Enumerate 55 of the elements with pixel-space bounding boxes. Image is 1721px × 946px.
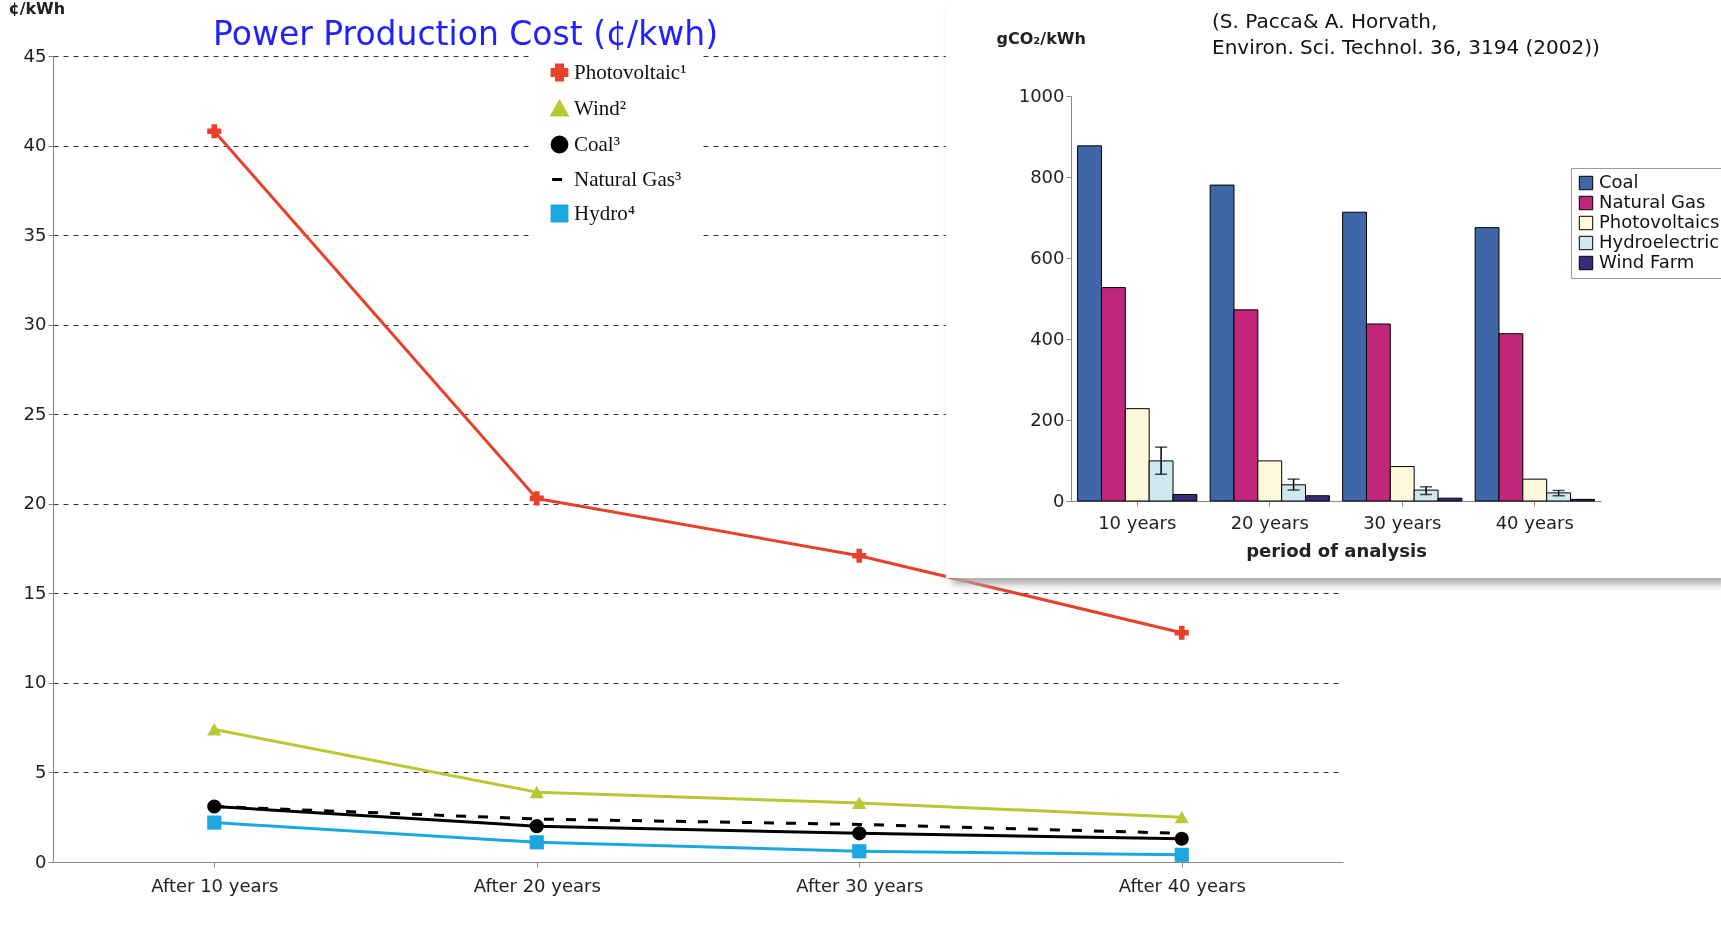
point (207, 799, 222, 814)
y-tick-label: 10 (23, 671, 47, 693)
point (529, 835, 544, 850)
y-tick-label: 0 (35, 850, 47, 872)
legend-label: Wind Farm (1599, 251, 1695, 272)
point (207, 815, 222, 830)
legend-label: Coal (1599, 171, 1639, 192)
point (1174, 811, 1189, 824)
point (529, 819, 544, 834)
point (1174, 847, 1189, 862)
point (207, 723, 222, 736)
legend-label: Hydroelectric (1599, 231, 1720, 252)
x-tick-label: After 30 years (796, 874, 924, 896)
y-tick-label: 400 (1030, 327, 1065, 349)
y-tick-label: 15 (23, 581, 47, 603)
x-tick-label: 10 years (1098, 511, 1177, 533)
point (852, 796, 867, 810)
annotation: (S. Pacca& A. Horvath, Environ. Sci. Technol. 36, 3194 (2002)) (1212, 8, 1600, 60)
x-tick-label: 40 years (1495, 511, 1574, 533)
y-tick-label: 30 (23, 313, 47, 335)
legend-label: Wind² (574, 95, 627, 120)
x-tick-label: After 10 years (151, 874, 279, 896)
point (529, 786, 544, 799)
y-tick-label: 200 (1030, 408, 1065, 430)
point (852, 826, 867, 841)
point (852, 548, 867, 563)
y-tick-label: 5 (35, 760, 47, 782)
legend-label: Photovoltaics (1599, 211, 1720, 232)
legend-label: Photovoltaic¹ (574, 59, 687, 84)
legend-label: Hydro⁴ (574, 200, 635, 225)
y-tick-label: 800 (1030, 165, 1065, 187)
point (1174, 831, 1189, 846)
x-tick-label: 20 years (1230, 511, 1309, 533)
chart-title: Power Production Cost (¢/kwh) (213, 14, 719, 53)
y-tick-label: 1000 (1018, 84, 1065, 106)
x-axis-title: period of analysis (1246, 539, 1427, 561)
legend-label: Natural Gas (1599, 191, 1706, 212)
x-tick-label: 30 years (1363, 511, 1442, 533)
y-tick-label: 0 (1053, 489, 1065, 511)
x-tick-label: After 40 years (1118, 874, 1246, 896)
x-tick-label: After 20 years (473, 874, 601, 896)
y-axis-title: gCO₂/kWh (996, 28, 1086, 48)
y-tick-label: 40 (23, 134, 47, 156)
y-tick-label: 25 (23, 402, 47, 424)
y-tick-label: 600 (1030, 246, 1065, 268)
y-tick-label: 20 (23, 492, 47, 514)
legend-label: Coal³ (574, 131, 620, 156)
y-tick-label: 35 (23, 223, 47, 245)
y-tick-label: 45 (23, 44, 47, 66)
point (207, 124, 222, 139)
y-axis-title: ¢/kWh (8, 0, 66, 18)
legend-label: Natural Gas³ (574, 166, 682, 191)
point (529, 491, 544, 506)
point (852, 844, 867, 859)
point (1174, 625, 1189, 640)
